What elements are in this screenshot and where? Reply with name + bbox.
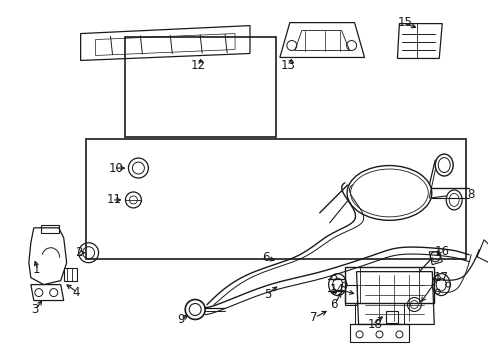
Text: 6: 6 bbox=[329, 298, 337, 311]
Text: 15: 15 bbox=[397, 16, 411, 29]
Text: 3: 3 bbox=[31, 303, 38, 316]
Bar bbox=[344, 267, 433, 302]
Text: 10: 10 bbox=[108, 162, 123, 175]
Text: 4: 4 bbox=[73, 286, 80, 299]
Text: 6: 6 bbox=[262, 251, 269, 264]
Bar bbox=[86, 139, 465, 259]
Text: 16: 16 bbox=[433, 245, 448, 258]
Text: 14: 14 bbox=[329, 283, 344, 296]
Text: 17: 17 bbox=[432, 271, 447, 284]
Text: 9: 9 bbox=[177, 313, 184, 326]
Text: 18: 18 bbox=[367, 318, 382, 331]
Text: 13: 13 bbox=[280, 59, 295, 72]
Text: 12: 12 bbox=[191, 59, 206, 72]
Text: 8: 8 bbox=[466, 188, 473, 202]
Bar bbox=[125, 37, 276, 137]
Text: 7: 7 bbox=[309, 311, 317, 324]
Bar bbox=[386, 311, 398, 323]
Text: 5: 5 bbox=[264, 288, 271, 301]
Text: 2: 2 bbox=[75, 246, 82, 259]
Bar bbox=[41, 225, 59, 233]
Text: 11: 11 bbox=[106, 193, 122, 206]
Text: 1: 1 bbox=[33, 263, 40, 276]
